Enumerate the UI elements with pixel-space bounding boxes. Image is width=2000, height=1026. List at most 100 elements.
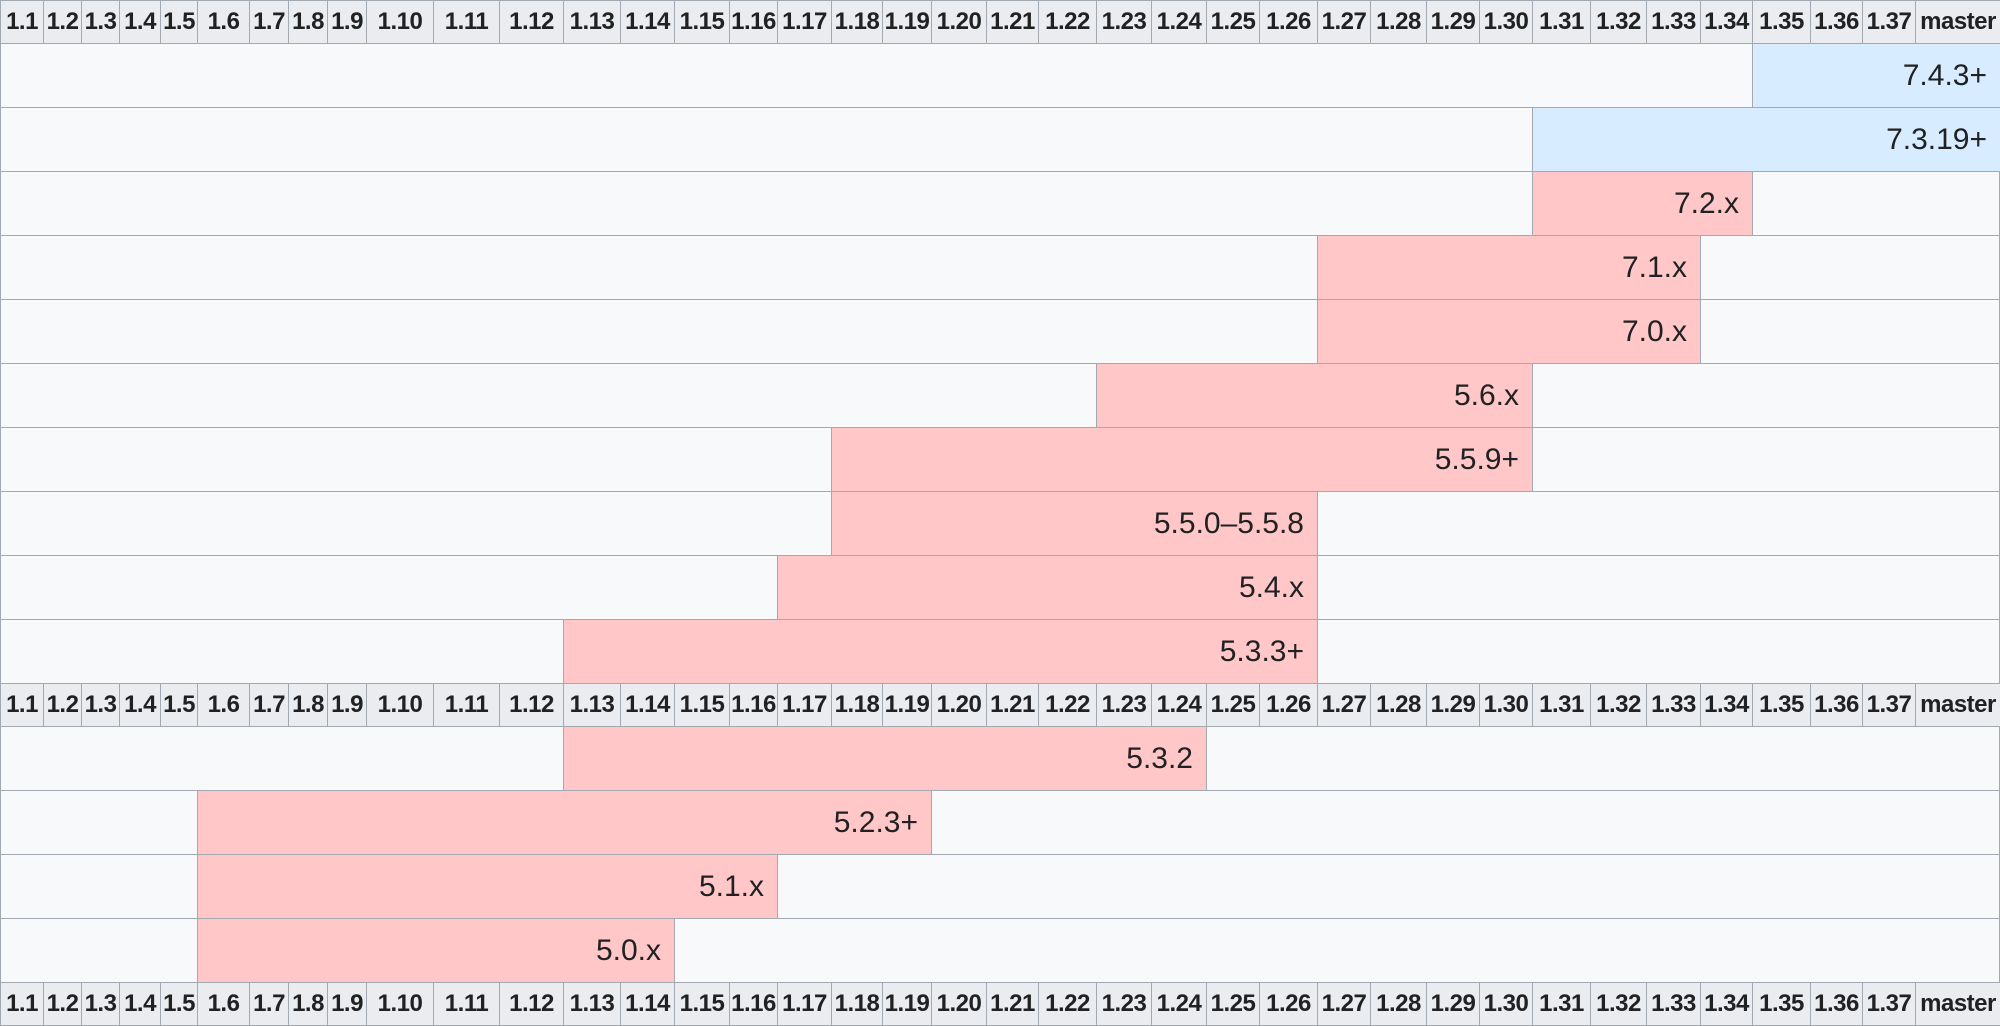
column-header: 1.19 [882,982,932,1026]
column-header: 1.3 [81,982,120,1026]
version-span-unsupported: 5.6.x [1096,363,1533,428]
column-header: 1.15 [674,0,730,44]
version-span-unsupported: 5.5.9+ [831,427,1533,492]
column-header: 1.29 [1426,982,1480,1026]
column-header: 1.20 [931,683,987,727]
column-header: 1.24 [1151,0,1207,44]
version-span-unsupported: 5.1.x [197,854,778,919]
column-header: 1.10 [366,982,434,1026]
column-header: master [1915,0,2000,44]
column-header: 1.33 [1646,0,1701,44]
version-span-supported: 7.4.3+ [1752,43,2000,108]
column-header: 1.13 [563,982,621,1026]
column-header: master [1915,683,2000,727]
column-header: 1.33 [1646,683,1701,727]
version-span-unsupported: 5.5.0–5.5.8 [831,491,1318,556]
column-header: 1.35 [1752,982,1811,1026]
column-header: 1.18 [831,982,883,1026]
column-header: 1.2 [43,683,82,727]
column-header: 1.28 [1370,683,1427,727]
column-header: 1.12 [499,982,564,1026]
column-header: 1.27 [1317,982,1371,1026]
version-span-supported: 7.3.19+ [1532,107,2000,172]
version-span-unsupported: 5.0.x [197,918,675,983]
column-header: 1.18 [831,0,883,44]
column-header: 1.10 [366,683,434,727]
column-header: 1.26 [1259,683,1318,727]
column-header: 1.10 [366,0,434,44]
column-header: 1.4 [119,0,161,44]
column-header: 1.15 [674,683,730,727]
version-span-unsupported: 5.3.2 [563,726,1207,791]
column-header: master [1915,982,2000,1026]
column-header: 1.37 [1862,683,1916,727]
column-header: 1.6 [197,0,250,44]
column-header: 1.26 [1259,0,1318,44]
column-header: 1.17 [777,982,832,1026]
version-span-unsupported: 7.0.x [1317,299,1701,364]
column-header: 1.31 [1532,982,1591,1026]
column-header: 1.23 [1096,0,1152,44]
column-header: 1.3 [81,683,120,727]
column-header: 1.2 [43,982,82,1026]
column-header: 1.29 [1426,0,1480,44]
column-header: 1.1 [0,683,44,727]
version-span-unsupported: 5.2.3+ [197,790,932,855]
column-header: 1.34 [1700,0,1753,44]
column-header: 1.11 [433,982,500,1026]
column-header: 1.7 [249,683,289,727]
column-header: 1.16 [729,0,778,44]
column-header: 1.34 [1700,982,1753,1026]
column-header: 1.8 [288,683,328,727]
version-span-unsupported: 7.1.x [1317,235,1701,300]
column-header: 1.36 [1810,683,1863,727]
column-header: 1.29 [1426,683,1480,727]
column-header: 1.13 [563,0,621,44]
column-header: 1.19 [882,683,932,727]
column-header: 1.24 [1151,982,1207,1026]
column-header: 1.8 [288,0,328,44]
column-header: 1.16 [729,982,778,1026]
column-header: 1.25 [1206,982,1260,1026]
column-header: 1.1 [0,982,44,1026]
version-span-unsupported: 7.2.x [1532,171,1753,236]
column-header: 1.36 [1810,982,1863,1026]
column-header: 1.14 [620,982,675,1026]
column-header: 1.4 [119,982,161,1026]
column-header: 1.31 [1532,0,1591,44]
column-header: 1.7 [249,982,289,1026]
column-header: 1.20 [931,0,987,44]
column-header: 1.37 [1862,0,1916,44]
column-header: 1.23 [1096,982,1152,1026]
column-header: 1.22 [1038,0,1097,44]
column-header: 1.11 [433,683,500,727]
column-header: 1.28 [1370,982,1427,1026]
column-header: 1.1 [0,0,44,44]
column-header: 1.19 [882,0,932,44]
column-header: 1.4 [119,683,161,727]
column-header: 1.30 [1479,683,1533,727]
column-header: 1.27 [1317,0,1371,44]
column-header: 1.35 [1752,0,1811,44]
column-header: 1.15 [674,982,730,1026]
version-span-unsupported: 5.3.3+ [563,619,1318,684]
column-header: 1.36 [1810,0,1863,44]
column-header: 1.18 [831,683,883,727]
column-header: 1.21 [986,683,1039,727]
column-header: 1.28 [1370,0,1427,44]
column-header: 1.12 [499,683,564,727]
column-header: 1.5 [160,982,198,1026]
column-header: 1.26 [1259,982,1318,1026]
column-header: 1.3 [81,0,120,44]
column-header: 1.22 [1038,683,1097,727]
column-header: 1.21 [986,982,1039,1026]
column-header: 1.9 [327,982,367,1026]
column-header: 1.11 [433,0,500,44]
column-header: 1.33 [1646,982,1701,1026]
column-header: 1.14 [620,0,675,44]
column-header: 1.32 [1590,982,1647,1026]
table-row [0,43,2000,108]
column-header: 1.6 [197,683,250,727]
column-header: 1.6 [197,982,250,1026]
